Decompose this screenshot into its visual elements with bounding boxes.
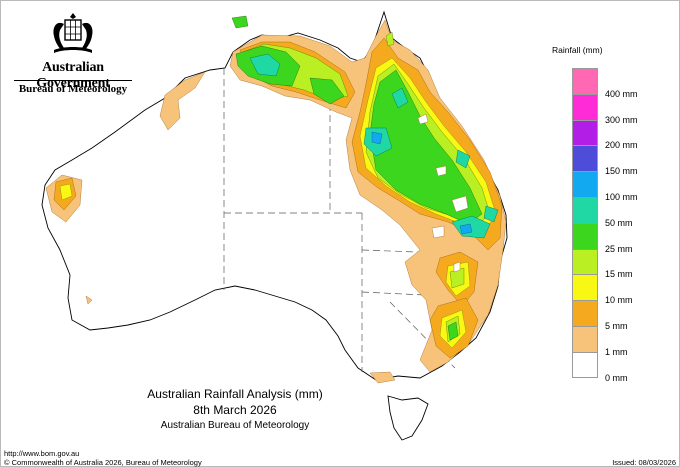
legend-label: 1 mm xyxy=(605,346,628,357)
legend-swatch xyxy=(572,300,598,326)
map-title: Australian Rainfall Analysis (mm) 8th Ma… xyxy=(120,387,350,434)
logo-divider xyxy=(14,80,132,81)
bureau-name: Bureau of Meteorology xyxy=(18,83,128,95)
legend-label: 10 mm xyxy=(605,295,633,306)
legend-swatch xyxy=(572,326,598,352)
legend-label: 200 mm xyxy=(605,140,638,151)
legend-label: 15 mm xyxy=(605,269,633,280)
legend-swatch xyxy=(572,145,598,172)
legend-swatch xyxy=(572,248,598,275)
legend-swatch xyxy=(572,68,598,94)
legend-label: 50 mm xyxy=(605,217,633,228)
legend-swatch xyxy=(572,197,598,223)
footer-issued-date: Issued: 08/03/2026 xyxy=(612,458,676,467)
coat-of-arms-icon xyxy=(53,13,93,53)
legend-title: Rainfall (mm) xyxy=(552,45,603,55)
map-title-main: Australian Rainfall Analysis (mm) xyxy=(147,387,323,401)
legend-swatch xyxy=(572,171,598,197)
agency-name: Australian Government xyxy=(36,60,110,91)
legend-swatch xyxy=(572,351,598,378)
legend-label: 150 mm xyxy=(605,166,638,177)
legend-label: 400 mm xyxy=(605,88,638,99)
dry-patches xyxy=(417,113,469,273)
legend-label: 25 mm xyxy=(605,243,633,254)
legend-label: 300 mm xyxy=(605,114,638,125)
map-title-date: 8th March 2026 xyxy=(193,402,277,417)
government-logo: Australian Government Bureau of Meteorol… xyxy=(8,10,138,98)
footer-copyright: © Commonwealth of Australia 2026, Bureau… xyxy=(4,458,202,467)
legend-label: 5 mm xyxy=(605,321,628,331)
legend-swatch xyxy=(572,93,598,120)
legend-label: 0 mm xyxy=(605,372,628,383)
map-title-source: Australian Bureau of Meteorology xyxy=(160,420,310,431)
footer-url[interactable]: http://www.bom.gov.au xyxy=(4,449,80,458)
legend-swatch xyxy=(572,274,598,301)
rain-100mm-areas xyxy=(371,131,473,235)
legend-swatch xyxy=(572,119,598,146)
legend-label: 100 mm xyxy=(605,192,638,202)
legend-swatch xyxy=(572,222,598,249)
tasmania-land xyxy=(387,395,429,441)
